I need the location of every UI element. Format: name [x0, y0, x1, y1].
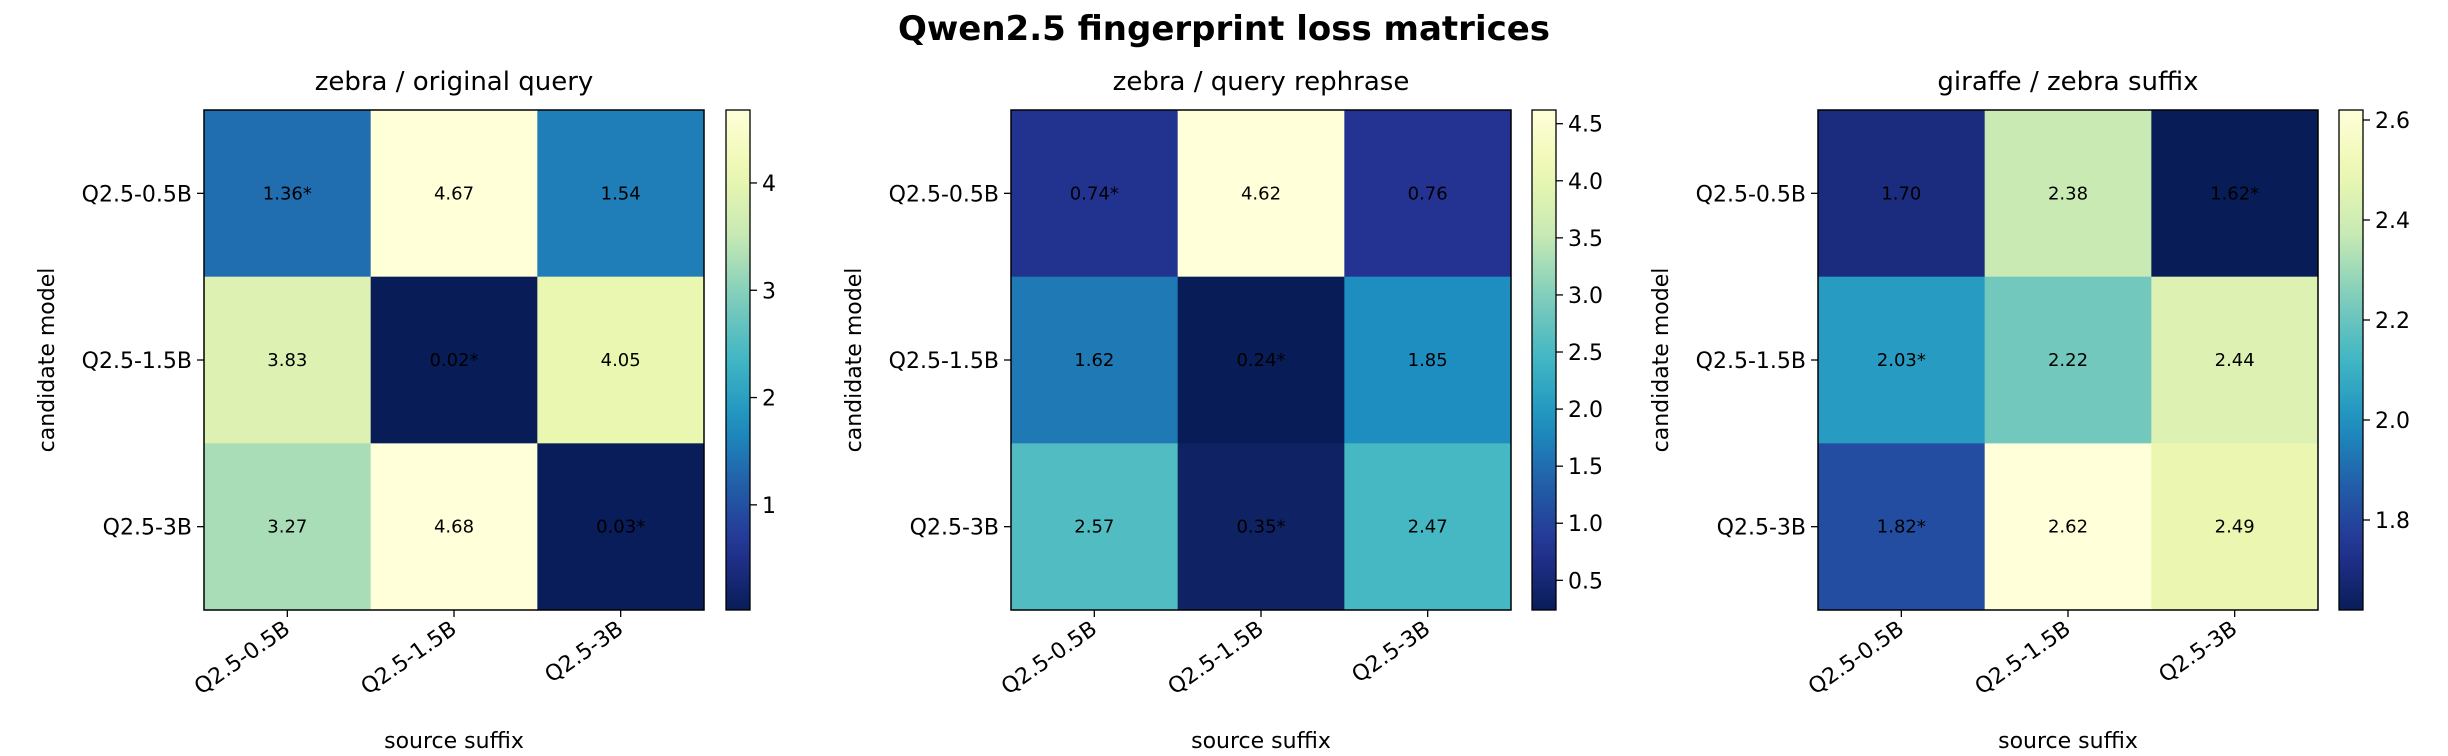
heatmap-cell [1984, 443, 2152, 611]
heatmap-cell [1984, 110, 2152, 278]
heatmap-cell [204, 276, 372, 444]
heatmap-cell [1344, 443, 1512, 611]
colorbar-tick-label: 3.0 [1568, 284, 1603, 309]
heatmap-panel-1: zebra / original query 1.36* 4.67 1.54 3.83 0… [35, 67, 776, 754]
heatmap-cell [1177, 443, 1345, 611]
cell-value-label: 2.03* [1877, 350, 1926, 371]
cell-value-label: 2.38 [2048, 183, 2088, 204]
colorbar-tick-label: 4.5 [1568, 113, 1603, 138]
y-axis-label: candidate model [35, 268, 60, 453]
colorbar [1531, 109, 1557, 611]
panel-title: zebra / query rephrase [1113, 67, 1410, 97]
y-tick-label: Q2.5-0.5B [82, 182, 192, 207]
colorbar-tick-label: 2.6 [2375, 109, 2410, 134]
heatmap-cell [1818, 276, 1986, 444]
heatmap-cell [1984, 276, 2152, 444]
cell-value-label: 0.74* [1070, 183, 1119, 204]
colorbar-tick-label: 2.4 [2375, 209, 2410, 234]
cell-value-label: 2.57 [1074, 517, 1114, 538]
colorbar-tick-label: 0.5 [1568, 569, 1603, 594]
y-tick-label: Q2.5-1.5B [1696, 349, 1806, 374]
heatmap-cell [1344, 276, 1512, 444]
cell-value-label: 1.85 [1408, 350, 1448, 371]
heatmap-panel-2: zebra / query rephrase 0.74* 4.62 0.76 1.62 0… [842, 67, 1603, 754]
colorbar-tick-label: 1.5 [1568, 455, 1603, 480]
y-tick-label: Q2.5-3B [1717, 516, 1806, 541]
cell-value-label: 1.54 [601, 183, 641, 204]
x-axis-label: source suffix [384, 729, 524, 754]
y-axis-label: candidate model [842, 268, 867, 453]
cell-value-label: 1.70 [1881, 183, 1921, 204]
y-tick-label: Q2.5-3B [103, 516, 192, 541]
colorbar-tick-label: 1.0 [1568, 512, 1603, 537]
cell-value-label: 1.62 [1074, 350, 1114, 371]
heatmap-cell [370, 276, 538, 444]
colorbar-tick-label: 2.5 [1568, 341, 1603, 366]
colorbar-tick-label: 4.0 [1568, 170, 1603, 195]
cell-value-label: 0.76 [1408, 183, 1448, 204]
cell-value-label: 4.62 [1241, 183, 1281, 204]
cell-value-label: 3.27 [267, 517, 307, 538]
colorbar-tick-label: 2.0 [2375, 409, 2410, 434]
x-axis-label: source suffix [1191, 729, 1331, 754]
colorbar-tick-label: 4 [762, 172, 776, 197]
y-tick-label: Q2.5-1.5B [82, 349, 192, 374]
heatmap-cell [2151, 276, 2319, 444]
cell-value-label: 2.62 [2048, 517, 2088, 538]
colorbar-tick-label: 2.2 [2375, 309, 2410, 334]
heatmap-cell [204, 443, 372, 611]
heatmap-cell [1344, 110, 1512, 278]
figure-title: Qwen2.5 fingerprint loss matrices [898, 9, 1550, 49]
colorbar-tick-label: 3 [762, 279, 776, 304]
heatmap-cell [1818, 110, 1986, 278]
heatmap-cell [2151, 110, 2319, 278]
colorbar-tick-label: 2 [762, 387, 776, 412]
heatmap-cell [1818, 443, 1986, 611]
heatmap-cell [1177, 276, 1345, 444]
cell-value-label: 4.05 [601, 350, 641, 371]
heatmap-cell [2151, 443, 2319, 611]
heatmap-cell [1011, 276, 1179, 444]
cell-value-label: 0.24* [1236, 350, 1285, 371]
heatmap-cell [1011, 443, 1179, 611]
panel-title: giraffe / zebra suffix [1937, 67, 2198, 97]
heatmap-cell [1011, 110, 1179, 278]
cell-value-label: 4.68 [434, 517, 474, 538]
colorbar-tick-label: 3.5 [1568, 227, 1603, 252]
heatmap-cell [537, 443, 705, 611]
x-axis-label: source suffix [1998, 729, 2138, 754]
cell-value-label: 2.47 [1408, 517, 1448, 538]
heatmap-cell [537, 110, 705, 278]
cell-value-label: 0.35* [1236, 517, 1285, 538]
heatmap-cell [204, 110, 372, 278]
cell-value-label: 1.62* [2210, 183, 2259, 204]
y-tick-label: Q2.5-3B [910, 516, 999, 541]
cell-value-label: 2.49 [2215, 517, 2255, 538]
cell-value-label: 2.22 [2048, 350, 2088, 371]
panel-title: zebra / original query [315, 67, 594, 97]
colorbar [2338, 109, 2364, 611]
cell-value-label: 4.67 [434, 183, 474, 204]
cell-value-label: 1.82* [1877, 517, 1926, 538]
heatmap-cell [537, 276, 705, 444]
y-tick-label: Q2.5-0.5B [889, 182, 999, 207]
colorbar-tick-label: 1 [762, 494, 776, 519]
heatmap-cell [370, 110, 538, 278]
heatmap-cell [370, 443, 538, 611]
y-tick-label: Q2.5-0.5B [1696, 182, 1806, 207]
heatmap-cell [1177, 110, 1345, 278]
cell-value-label: 0.03* [596, 517, 645, 538]
colorbar [725, 109, 751, 611]
colorbar-tick-label: 1.8 [2375, 509, 2410, 534]
cell-value-label: 0.02* [429, 350, 478, 371]
y-axis-label: candidate model [1649, 268, 1674, 453]
y-tick-label: Q2.5-1.5B [889, 349, 999, 374]
cell-value-label: 3.83 [267, 350, 307, 371]
cell-value-label: 1.36* [263, 183, 312, 204]
colorbar-tick-label: 2.0 [1568, 398, 1603, 423]
cell-value-label: 2.44 [2215, 350, 2255, 371]
